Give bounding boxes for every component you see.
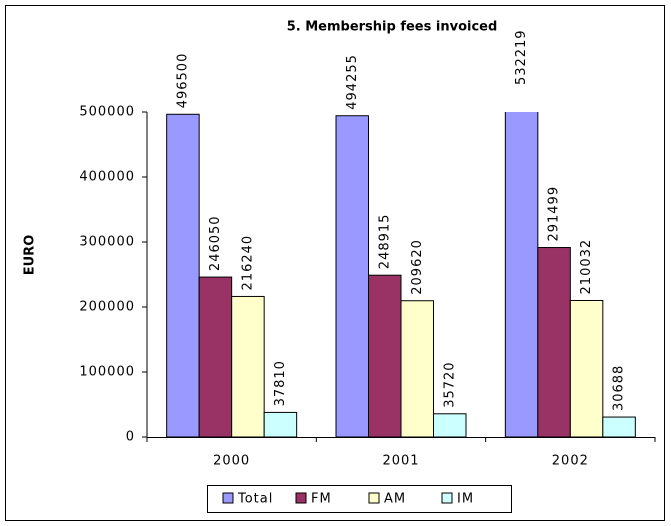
bar [166,113,200,438]
bar [368,274,402,438]
legend-swatch [295,492,307,504]
bar [263,411,298,438]
bar [569,299,604,438]
legend-label: IM [457,492,474,507]
data-label: 532219 [514,29,529,85]
bar [433,413,467,438]
legend [207,485,512,513]
bar [504,112,539,438]
x-tick-label: 2002 [552,454,589,469]
legend-swatch [222,492,234,504]
data-label: 37810 [273,360,288,406]
bar [335,115,369,438]
chart-title: 5. Membership fees invoiced [287,20,498,35]
x-tick-label: 2001 [382,454,419,469]
bar [198,276,233,438]
bar [602,416,636,438]
data-label: 35720 [442,361,457,407]
legend-swatch [441,492,453,504]
y-tick-label: 300000 [79,235,135,250]
bar [231,295,265,438]
data-label: 210032 [579,239,594,295]
y-axis-label: EURO [23,235,38,276]
data-label: 246050 [208,215,223,271]
data-label: 494255 [345,54,360,110]
y-tick-label: 0 [126,430,135,445]
y-tick-label: 400000 [79,170,135,185]
x-tick-label: 2000 [213,454,250,469]
plot-area [166,112,636,438]
bar [537,247,571,438]
data-label: 209620 [410,239,425,295]
bar [400,300,434,438]
y-tick-label: 200000 [79,300,135,315]
data-label: 30688 [612,365,627,411]
y-tick-label: 500000 [79,105,135,120]
legend-swatch [368,492,380,504]
legend-label: Total [237,492,273,507]
data-label: 248915 [377,214,392,270]
data-label: 216240 [240,235,255,291]
legend-label: FM [311,492,332,507]
data-label: 496500 [175,53,190,109]
legend-label: AM [384,492,406,507]
data-label: 291499 [547,186,562,242]
y-tick-label: 100000 [79,365,135,380]
